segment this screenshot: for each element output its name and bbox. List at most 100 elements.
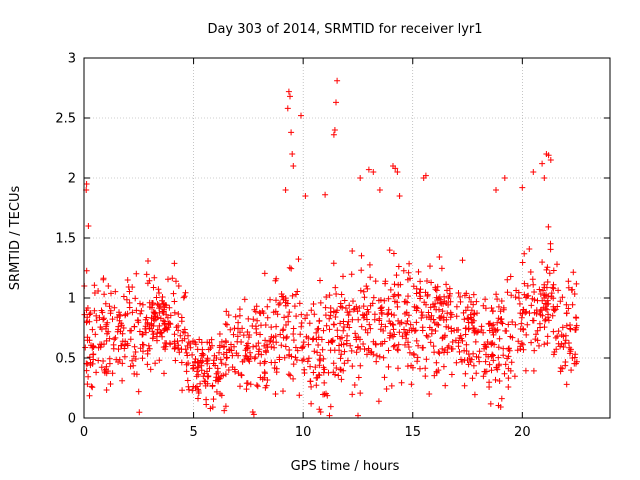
data-point (549, 312, 556, 319)
data-point (547, 157, 554, 163)
data-point (372, 341, 379, 348)
data-point (146, 325, 153, 332)
data-point (119, 377, 126, 384)
y-tick-label: 0.5 (55, 352, 76, 367)
data-point (326, 292, 333, 299)
data-point (344, 321, 351, 328)
data-point (337, 303, 344, 310)
data-point (287, 372, 294, 379)
data-point (422, 289, 429, 296)
data-point (500, 304, 507, 311)
data-point (539, 297, 546, 304)
data-point (93, 369, 100, 376)
data-point (569, 355, 576, 361)
data-point (290, 163, 297, 169)
data-point (376, 187, 383, 193)
data-point (257, 310, 264, 317)
data-point (341, 324, 347, 330)
data-point (137, 300, 143, 307)
data-point (352, 330, 359, 337)
data-point (295, 256, 302, 263)
data-point (113, 356, 120, 363)
data-point (131, 370, 138, 377)
data-point (259, 376, 266, 383)
data-point (316, 362, 323, 369)
data-point (540, 287, 546, 294)
data-point (528, 339, 535, 346)
data-point (439, 345, 446, 352)
data-point (518, 320, 525, 327)
data-point (349, 363, 356, 370)
data-point (495, 354, 502, 361)
data-point (302, 193, 309, 199)
data-point (337, 355, 344, 362)
data-point (165, 276, 171, 283)
data-point (250, 411, 257, 418)
data-point (545, 152, 552, 159)
data-point (98, 364, 105, 371)
data-point (338, 366, 344, 373)
data-point (423, 332, 430, 339)
data-point (82, 344, 89, 351)
data-point (86, 354, 93, 361)
data-point (436, 350, 443, 357)
data-point (161, 301, 168, 308)
data-point (334, 307, 341, 314)
data-point (331, 127, 338, 133)
data-point (198, 339, 205, 346)
data-point (317, 299, 324, 306)
data-point (453, 303, 460, 310)
data-point (254, 317, 261, 324)
data-point (384, 311, 391, 318)
data-point (438, 265, 445, 272)
data-point (89, 326, 96, 333)
data-point (307, 378, 314, 385)
data-point (144, 361, 151, 368)
data-point (88, 383, 95, 390)
data-point (446, 285, 453, 292)
data-point (257, 331, 264, 338)
data-point (493, 327, 499, 334)
data-point (507, 367, 514, 374)
data-point (270, 339, 277, 345)
data-point (486, 321, 492, 327)
data-point (547, 240, 554, 247)
data-point (105, 328, 112, 335)
data-point (340, 318, 347, 325)
data-point (411, 352, 418, 358)
data-point (285, 88, 292, 95)
data-point (107, 381, 114, 387)
data-point (404, 318, 411, 324)
data-point (504, 289, 511, 296)
data-point (496, 335, 503, 342)
data-point (572, 351, 579, 358)
data-point (288, 265, 295, 272)
data-point (102, 300, 109, 307)
data-point (140, 341, 147, 348)
data-point (545, 293, 552, 300)
data-point (559, 294, 566, 301)
data-point (318, 336, 325, 343)
data-point (272, 359, 278, 366)
data-point (404, 299, 411, 306)
data-point (438, 313, 445, 320)
data-point (508, 359, 515, 366)
data-point (292, 344, 299, 351)
data-point (190, 362, 197, 369)
data-point (349, 316, 356, 323)
data-point (223, 355, 230, 362)
data-point (203, 396, 210, 403)
data-point (358, 323, 365, 330)
data-point (322, 304, 329, 311)
data-point (503, 328, 510, 334)
data-point (405, 293, 411, 300)
data-point (258, 351, 265, 358)
data-point (447, 298, 454, 305)
data-point (264, 377, 271, 383)
data-point (253, 382, 260, 389)
data-point (449, 345, 456, 352)
data-point (433, 368, 440, 375)
data-point (395, 365, 401, 372)
data-point (154, 326, 161, 333)
data-point (130, 362, 137, 369)
